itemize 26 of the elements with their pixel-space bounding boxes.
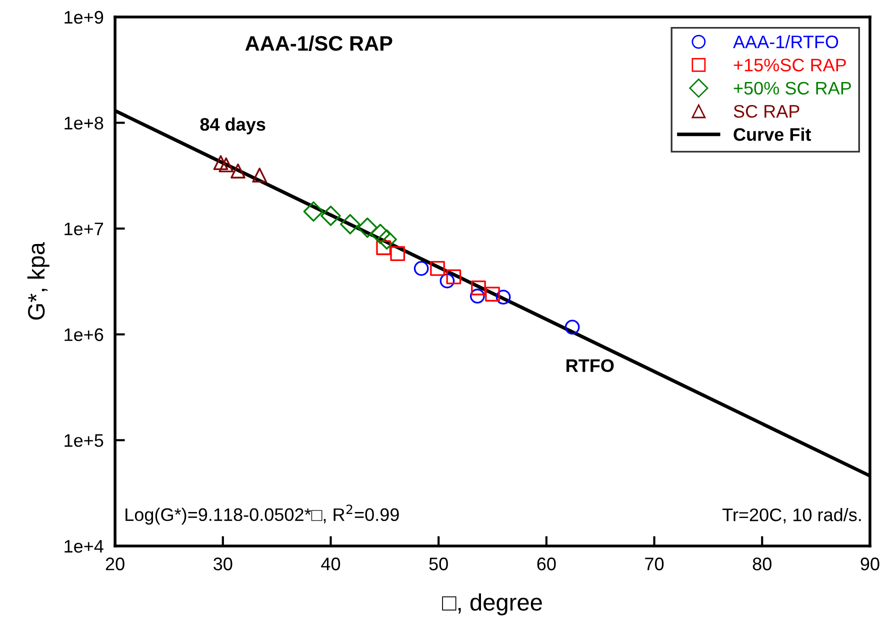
y-tick-label: 1e+4 [64, 540, 104, 553]
legend-label: +50% SC RAP [734, 82, 851, 95]
x-tick-label: 20 [106, 558, 124, 570]
text: AAA-1/SC RAP [245, 36, 392, 52]
y-tick-label: 1e+9 [64, 10, 104, 24]
x-tick-label: 90 [860, 558, 880, 570]
y-axis-title: G*, kpa [27, 242, 50, 320]
legend-label: SC RAP [734, 104, 800, 118]
x-axis-title: □, degree [442, 593, 542, 616]
x-tick-label: 60 [537, 558, 556, 570]
annotation: RTFO [566, 359, 614, 372]
legend-label: +15%SC RAP [734, 58, 846, 72]
x-tick-label: 40 [321, 558, 340, 570]
x-tick-label: 50 [429, 558, 448, 570]
y-tick-label: 1e+6 [64, 328, 104, 342]
y-tick-label: 1e+7 [64, 222, 104, 236]
y-tick-label: 1e+8 [64, 116, 104, 130]
annotation: 84 days [200, 118, 266, 134]
annotation: Tr=20C, 10 rad/s. [722, 508, 861, 524]
legend-label: Curve Fit [734, 128, 812, 141]
annotation: Log(G*)=9.118-0.0502*□, R$^{2}$=0.99 [126, 504, 399, 525]
y-tick-label: 1e+5 [64, 434, 104, 447]
x-tick-label: 30 [214, 558, 232, 570]
x-tick-label: 70 [645, 558, 664, 570]
x-tick-label: 80 [752, 558, 772, 570]
legend-label: AAA-1/RTFO [733, 35, 838, 48]
